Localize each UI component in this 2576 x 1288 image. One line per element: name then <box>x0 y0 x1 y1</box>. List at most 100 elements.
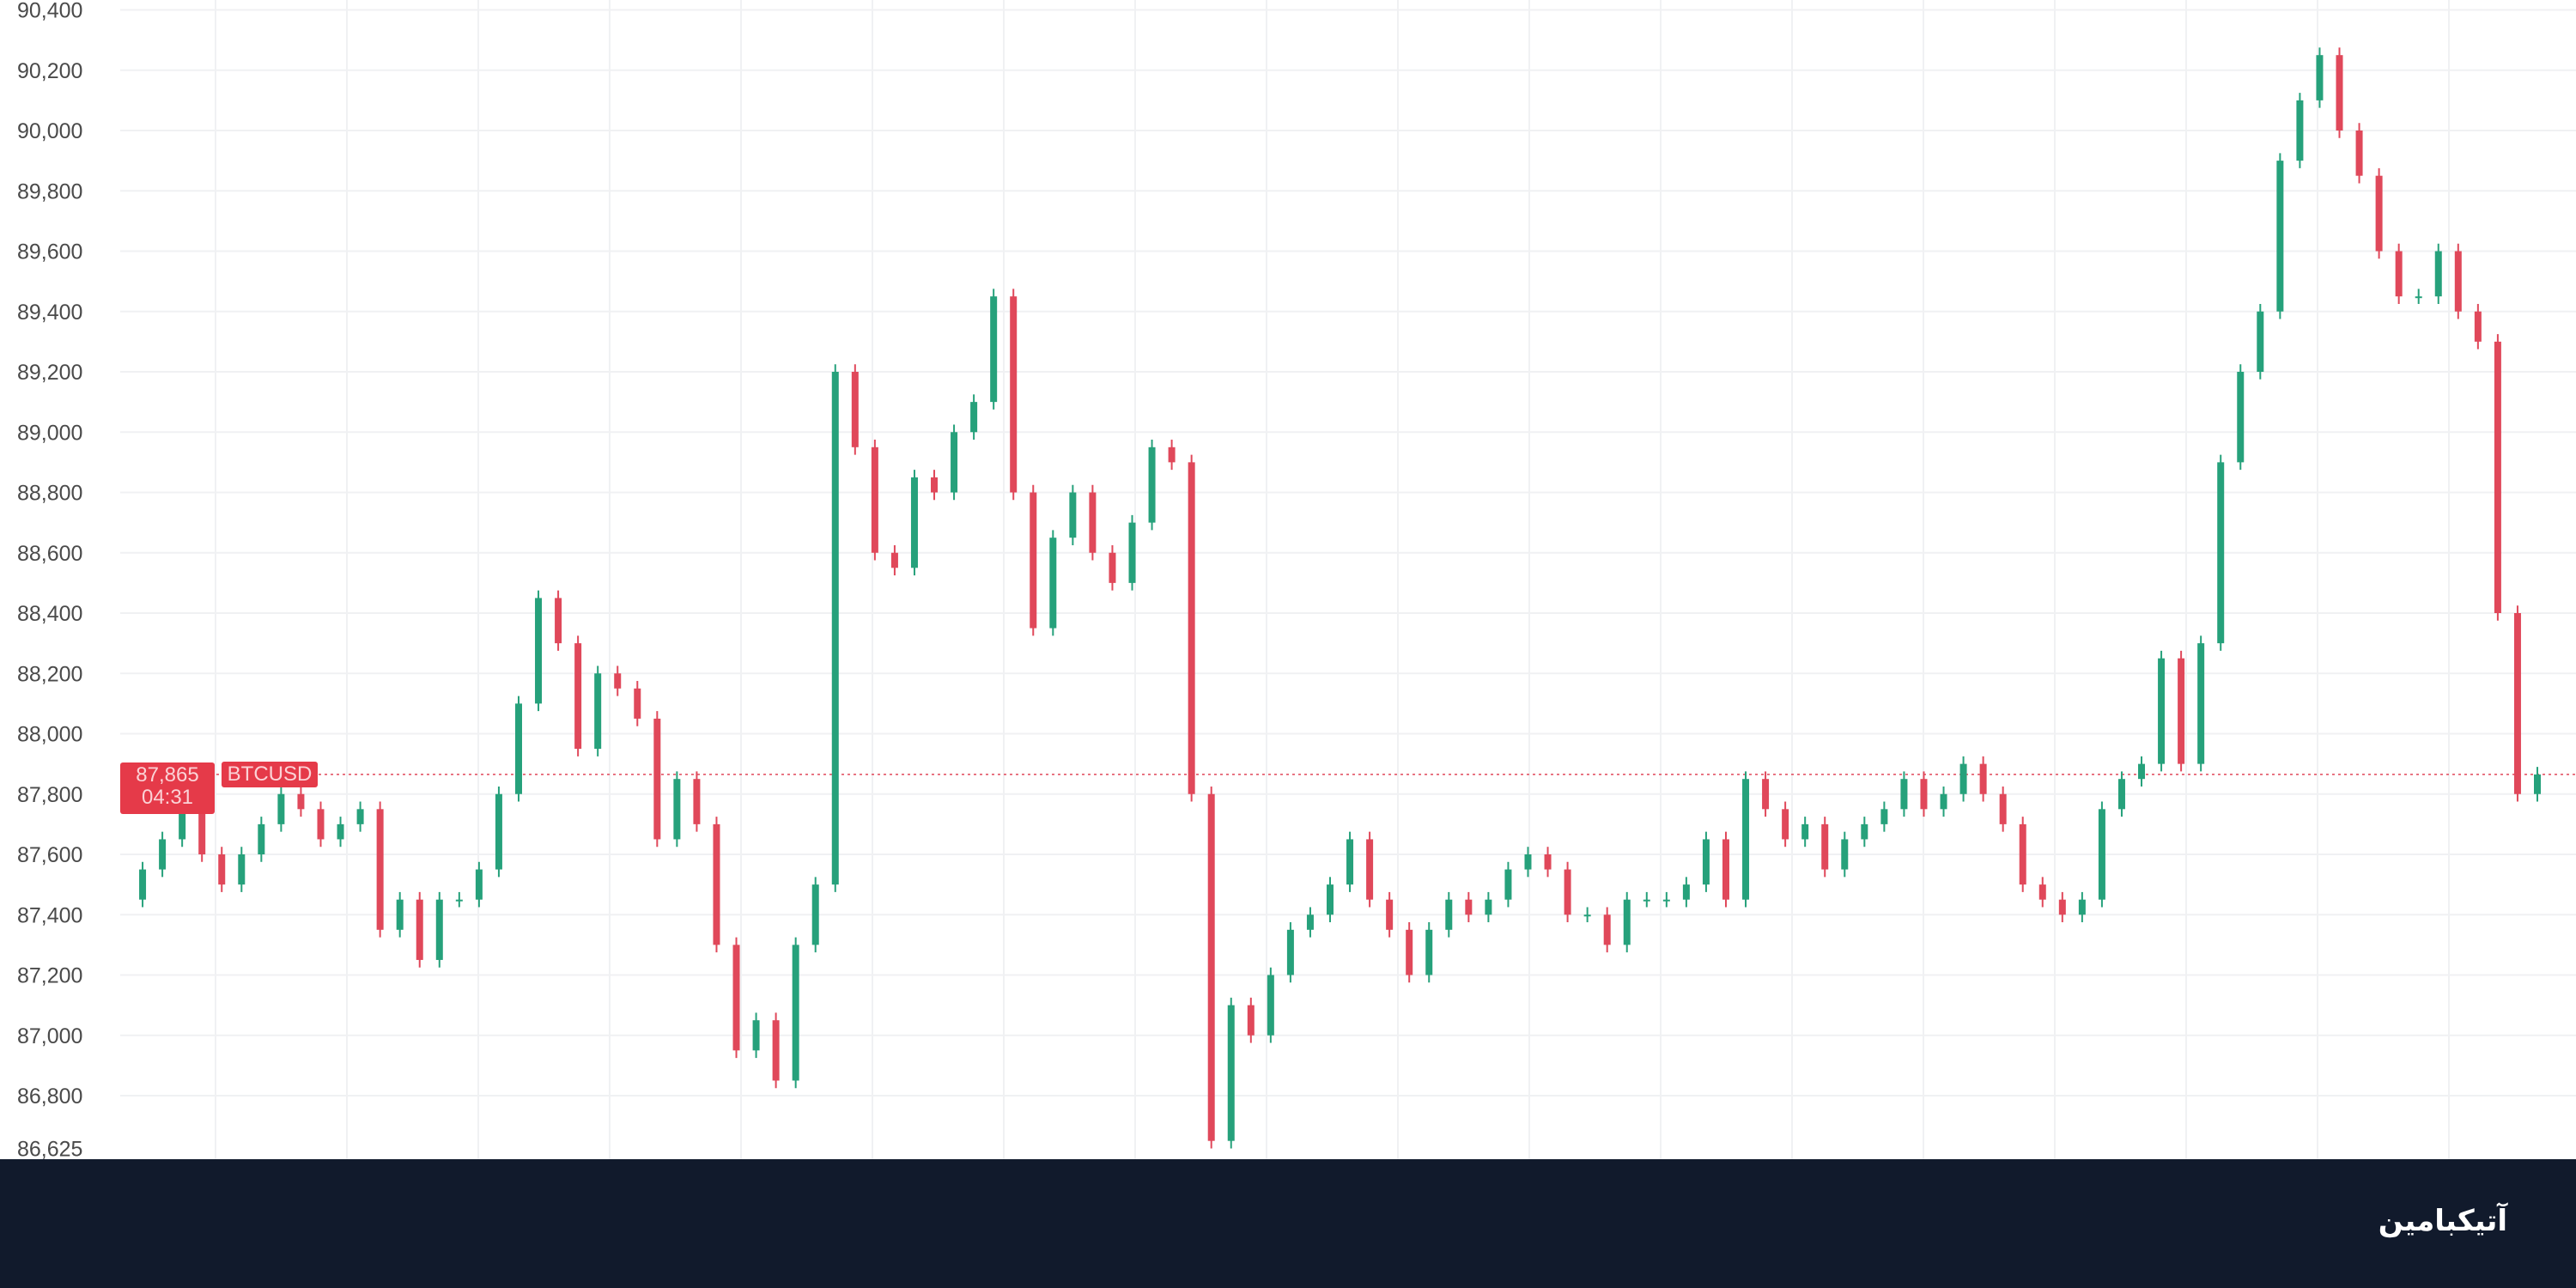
candle-body <box>179 793 186 840</box>
candle-body <box>594 673 602 750</box>
candle-body <box>574 643 582 750</box>
candle <box>1049 530 1057 636</box>
candle <box>970 394 978 440</box>
candle-body <box>732 945 740 1051</box>
candle <box>2117 771 2125 817</box>
candle <box>1959 756 1967 802</box>
candle <box>1148 440 1156 531</box>
candle <box>1485 891 1492 923</box>
y-tick-label: 88,200 <box>17 662 82 686</box>
candle-body <box>2257 311 2264 372</box>
y-tick-label: 88,600 <box>17 542 82 566</box>
grid <box>120 0 2576 1159</box>
candle-body <box>1564 869 1571 915</box>
y-tick-label: 90,000 <box>17 119 82 143</box>
candle-body <box>1940 793 1947 810</box>
y-tick-label: 88,400 <box>17 602 82 626</box>
candle-body <box>653 718 661 840</box>
current-price-badge: 87,865 04:31 <box>120 762 215 814</box>
price-chart[interactable]: 86,625 86,800 87,000 87,200 87,400 87,600 87,8… <box>0 0 2576 1159</box>
candle <box>1128 514 1136 591</box>
candle <box>297 786 305 817</box>
candle <box>2178 650 2185 772</box>
candle-body <box>1920 779 1928 810</box>
candle-body <box>2117 779 2125 810</box>
candle-body <box>1544 854 1552 870</box>
y-tick-label: 89,400 <box>17 301 82 325</box>
candle <box>356 801 364 832</box>
candle <box>1742 771 1750 908</box>
y-tick-label: 88,000 <box>17 723 82 747</box>
candle-body <box>1346 839 1354 885</box>
candle-body <box>1959 763 1967 794</box>
candle <box>1662 891 1670 908</box>
candle-body <box>1643 899 1650 902</box>
candle <box>2474 303 2482 349</box>
candle <box>1267 967 1274 1043</box>
candle-body <box>435 899 443 960</box>
candle-body <box>1069 492 1077 538</box>
candle <box>337 817 344 848</box>
candle-body <box>2375 175 2383 252</box>
candle <box>455 891 463 908</box>
candle-body <box>1089 492 1097 553</box>
candle-body <box>1148 447 1156 523</box>
candle <box>1861 817 1868 848</box>
candle-body <box>2276 161 2284 312</box>
candle-body <box>2336 55 2343 131</box>
candle <box>2336 47 2343 138</box>
candle-body <box>2395 251 2403 297</box>
candle-body <box>1900 779 1908 810</box>
current-price-value: 87,865 <box>136 762 199 787</box>
candle <box>594 665 602 756</box>
candle-body <box>910 477 918 568</box>
candle-body <box>1623 899 1631 945</box>
candle-body <box>1662 899 1670 902</box>
candle <box>2098 801 2105 908</box>
countdown-timer: 04:31 <box>141 785 194 809</box>
candle-body <box>1445 899 1453 930</box>
candle <box>1089 484 1097 561</box>
candle <box>495 786 502 878</box>
candle <box>1682 877 1690 908</box>
candle-body <box>1286 929 1294 975</box>
candle <box>317 801 325 848</box>
candle-body <box>1188 462 1195 794</box>
candle <box>1643 891 1650 908</box>
candle <box>1168 440 1176 471</box>
candle-body <box>1049 538 1057 629</box>
candle <box>396 891 404 938</box>
candle-body <box>1109 552 1116 583</box>
candle-body <box>1782 809 1789 840</box>
candle <box>2276 153 2284 319</box>
candle <box>1544 847 1552 878</box>
candle <box>2415 289 2422 304</box>
candle <box>1524 847 1532 878</box>
candle-body <box>258 823 265 854</box>
candle <box>1999 786 2007 832</box>
candle-body <box>772 1020 780 1081</box>
brand-logo: آتیکبامین <box>2378 1204 2507 1238</box>
candle <box>1782 801 1789 848</box>
candle <box>1821 817 1829 878</box>
candle-body <box>475 869 483 900</box>
candle-body <box>990 296 998 403</box>
candle <box>376 801 384 938</box>
candle-body <box>1465 899 1473 915</box>
y-tick-label: 86,625 <box>17 1137 82 1159</box>
candle <box>614 665 622 696</box>
candle-body <box>2534 774 2541 794</box>
candle-body <box>1030 492 1037 629</box>
candle <box>2316 47 2324 108</box>
candle <box>990 289 998 410</box>
candle-body <box>2098 809 2105 900</box>
candle <box>1327 877 1334 923</box>
candle-body <box>970 402 978 433</box>
candle-body <box>1425 929 1433 975</box>
candle-body <box>1722 839 1729 900</box>
candle <box>1564 861 1571 923</box>
candle <box>1207 786 1215 1149</box>
candle <box>2158 650 2166 772</box>
candle-body <box>1306 914 1314 930</box>
candle-body <box>317 809 325 840</box>
